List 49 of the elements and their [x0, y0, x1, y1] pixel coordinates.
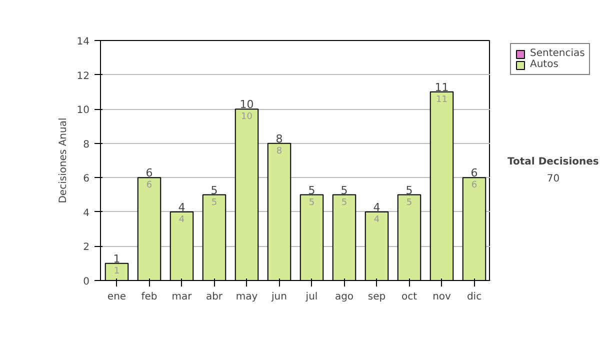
data-label: 5	[406, 198, 412, 208]
data-label: 5	[341, 198, 348, 208]
data-label: 5	[308, 198, 315, 208]
y-tick-label: 6	[83, 174, 90, 185]
data-label: 6	[146, 180, 152, 191]
data-label: 5	[211, 198, 218, 208]
legend-label: Autos	[530, 59, 558, 70]
data-label: 1	[114, 266, 120, 276]
x-tick-label: jun	[270, 292, 287, 302]
total-label: 10	[240, 98, 254, 112]
x-tick-label: ago	[334, 292, 354, 302]
x-tick-label: feb	[141, 292, 158, 302]
y-axis-title: Decisiones Anual	[58, 118, 69, 204]
y-tick-label: 10	[76, 105, 90, 116]
y-tick-label: 2	[83, 242, 90, 254]
y-tick-label: 4	[83, 208, 90, 219]
x-tick-label: sep	[368, 292, 386, 302]
total-label: 4	[178, 200, 186, 214]
total-label: 6	[470, 166, 478, 180]
data-label: 11	[436, 94, 448, 105]
data-label: 6	[471, 180, 478, 191]
total-label: 4	[373, 200, 380, 214]
total-label: 11	[434, 80, 449, 94]
x-tick-label: ene	[107, 292, 126, 302]
y-tick-label: 0	[83, 276, 90, 288]
y-tick-label: 14	[76, 36, 90, 48]
total-label: 5	[210, 184, 218, 197]
total-label: 1	[113, 252, 120, 266]
x-tick-label: may	[236, 292, 258, 302]
text: 70	[546, 174, 560, 185]
total-label: 5	[340, 184, 348, 197]
y-tick-label: 8	[83, 139, 90, 150]
x-tick-label: dic	[466, 292, 482, 302]
x-tick-label: jul	[304, 292, 318, 302]
data-label: 4	[178, 214, 185, 225]
data-label: 4	[374, 214, 380, 225]
total-label: 5	[308, 184, 316, 197]
x-tick-label: nov	[432, 292, 452, 302]
y-tick-label: 12	[76, 70, 90, 82]
data-label: 8	[276, 146, 282, 156]
total-label: 6	[146, 166, 153, 180]
data-label: 10	[241, 112, 253, 122]
legend-label: Sentencias	[530, 48, 585, 59]
x-tick-label: oct	[401, 292, 418, 302]
x-tick-label: mar	[172, 292, 193, 302]
total-label: 5	[406, 184, 413, 197]
total-label: 8	[276, 132, 283, 146]
x-tick-label: abr	[206, 292, 224, 302]
text: Total Decisiones	[508, 156, 599, 168]
